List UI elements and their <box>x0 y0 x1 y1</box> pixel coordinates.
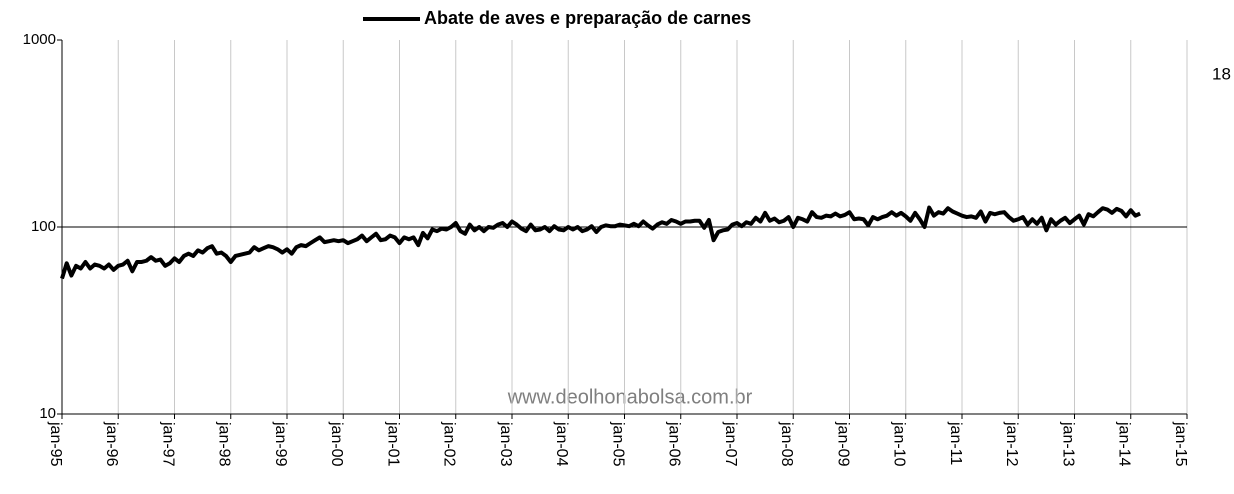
x-tick-label: jan-00 <box>328 421 345 467</box>
x-tick-label: jan-02 <box>441 421 458 467</box>
x-tick-label: jan-04 <box>553 421 570 467</box>
x-tick-label: jan-97 <box>159 421 176 467</box>
x-tick-label: jan-05 <box>609 421 626 467</box>
annotation: 18 <box>1212 64 1231 83</box>
x-tick-label: jan-07 <box>722 421 739 467</box>
x-tick-label: jan-98 <box>216 421 233 467</box>
watermark: www.deolhonabolsa.com.br <box>507 386 753 408</box>
x-tick-label: jan-08 <box>778 421 795 467</box>
x-tick-label: jan-03 <box>497 421 514 467</box>
x-tick-label: jan-11 <box>947 421 964 465</box>
x-tick-label: jan-15 <box>1172 421 1189 467</box>
y-tick-label: 10 <box>39 405 56 422</box>
x-tick-label: jan-13 <box>1059 421 1076 467</box>
legend-label: Abate de aves e preparação de carnes <box>424 8 751 28</box>
x-tick-label: jan-96 <box>103 421 120 467</box>
x-tick-label: jan-99 <box>272 421 289 467</box>
data-line <box>60 205 1141 280</box>
x-tick-label: jan-95 <box>47 421 64 467</box>
y-tick-label: 1000 <box>23 31 56 48</box>
y-tick-label: 100 <box>31 218 56 235</box>
x-tick-label: jan-06 <box>666 421 683 467</box>
x-tick-label: jan-09 <box>834 421 851 467</box>
x-tick-label: jan-14 <box>1116 421 1133 467</box>
x-tick-label: jan-12 <box>1003 421 1020 467</box>
x-tick-label: jan-10 <box>891 421 908 467</box>
x-tick-label: jan-01 <box>384 421 401 467</box>
